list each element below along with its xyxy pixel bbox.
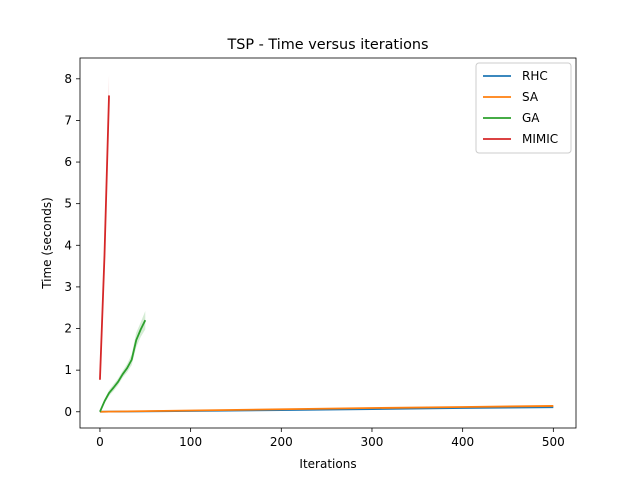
x-tick-label: 500 [542,435,565,449]
series-line-sa [99,405,554,413]
y-tick-label: 4 [64,238,72,252]
x-tick-label: 200 [270,435,293,449]
legend-box [475,62,572,154]
y-tick-label: 8 [64,72,72,86]
legend-label-mimic: MIMIC [522,132,558,146]
y-tick-label: 3 [64,280,72,294]
legend-label-sa: SA [522,90,539,104]
x-tick-label: 0 [96,435,104,449]
legend: RHC SA GA MIMIC [475,62,572,154]
legend-label-rhc: RHC [522,69,548,83]
y-axis-label: Time (seconds) [40,197,54,290]
y-tick-label: 1 [64,363,72,377]
x-axis-ticks: 0 100 200 300 400 500 [96,428,565,449]
x-tick-label: 300 [361,435,384,449]
plot-frame [79,57,577,429]
series-line-ga [99,319,147,413]
legend-label-ga: GA [522,111,540,125]
x-axis-label: Iterations [299,457,356,471]
y-tick-label: 7 [64,113,72,127]
y-tick-label: 5 [64,197,72,211]
y-tick-label: 0 [64,405,72,419]
chart-title: TSP - Time versus iterations [226,37,428,53]
x-tick-label: 400 [451,435,474,449]
y-tick-label: 2 [64,322,72,336]
y-tick-label: 6 [64,155,72,169]
x-tick-label: 100 [179,435,202,449]
series-lines [99,95,554,413]
series-line-mimic [99,95,110,380]
y-axis-ticks: 0 1 2 3 4 5 6 7 8 [64,72,80,419]
